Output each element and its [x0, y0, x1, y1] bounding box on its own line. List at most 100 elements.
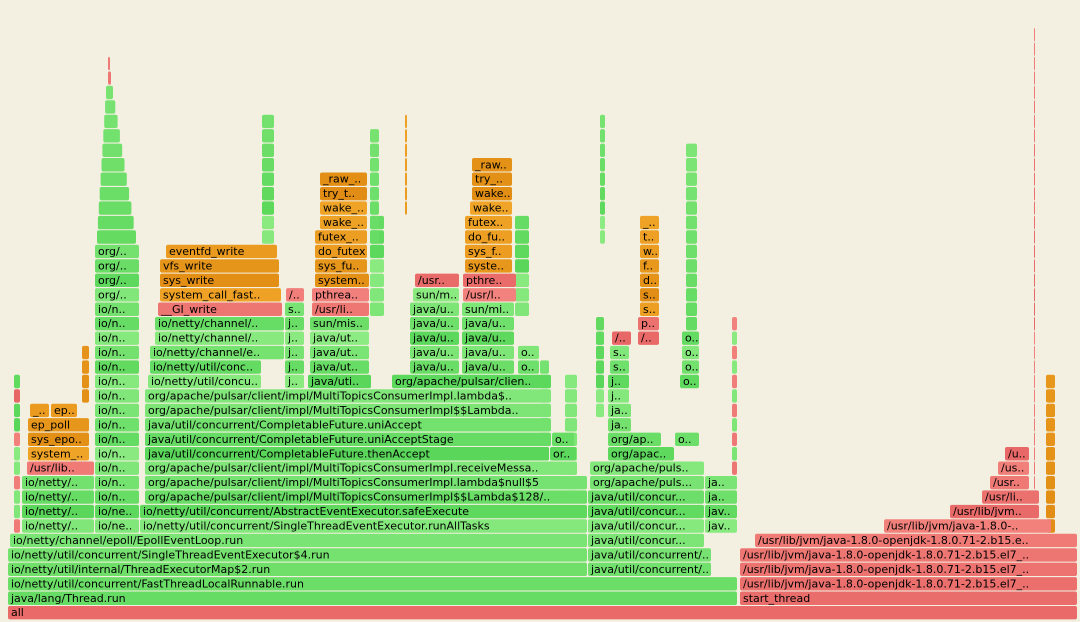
frame[interactable]	[588, 519, 704, 533]
frame[interactable]	[640, 259, 659, 273]
frame[interactable]	[608, 389, 629, 403]
frame[interactable]	[158, 302, 282, 316]
frame[interactable]	[8, 606, 1077, 620]
frame[interactable]	[462, 345, 514, 360]
frame[interactable]	[640, 230, 659, 244]
frame[interactable]	[884, 519, 1051, 533]
frame[interactable]	[95, 259, 139, 273]
frame[interactable]	[610, 345, 629, 360]
frame[interactable]	[1005, 447, 1029, 461]
frame[interactable]	[740, 562, 1077, 577]
frame[interactable]	[95, 403, 139, 418]
frame[interactable]	[608, 447, 674, 461]
frame[interactable]	[145, 389, 551, 403]
frame[interactable]	[588, 533, 704, 548]
frame[interactable]	[95, 302, 139, 316]
frame[interactable]	[552, 432, 574, 446]
frame[interactable]	[95, 461, 139, 475]
frame[interactable]	[590, 475, 704, 490]
frame[interactable]	[462, 360, 514, 374]
frame[interactable]	[95, 345, 139, 360]
frame[interactable]	[462, 331, 514, 345]
frame[interactable]	[315, 273, 369, 288]
frame[interactable]	[95, 374, 139, 389]
frame[interactable]	[320, 215, 367, 230]
frame[interactable]	[740, 577, 1077, 591]
frame[interactable]	[145, 475, 587, 490]
frame[interactable]	[950, 504, 1039, 519]
frame[interactable]	[145, 490, 587, 504]
frame[interactable]	[312, 302, 369, 316]
frame[interactable]	[608, 432, 661, 446]
frame[interactable]	[95, 475, 139, 490]
frame[interactable]	[472, 158, 512, 172]
frame[interactable]	[285, 360, 304, 374]
frame[interactable]	[28, 418, 89, 432]
frame[interactable]	[410, 317, 459, 331]
frame[interactable]	[145, 403, 551, 418]
frame[interactable]	[410, 345, 459, 360]
frame[interactable]	[410, 360, 459, 374]
frame[interactable]	[285, 302, 304, 316]
frame[interactable]	[160, 273, 279, 288]
frame[interactable]	[463, 288, 516, 302]
frame[interactable]	[95, 504, 139, 519]
frame[interactable]	[640, 302, 659, 316]
frame[interactable]	[150, 345, 284, 360]
frame[interactable]	[682, 331, 699, 345]
frame[interactable]	[8, 562, 587, 577]
frame[interactable]	[285, 374, 304, 389]
frame[interactable]	[465, 244, 512, 259]
frame[interactable]	[95, 519, 139, 533]
frame[interactable]	[27, 461, 94, 475]
frame[interactable]	[610, 360, 629, 374]
frame[interactable]	[286, 288, 304, 302]
frame[interactable]	[675, 432, 699, 446]
frame[interactable]	[308, 374, 371, 389]
frame[interactable]	[320, 172, 367, 186]
frame[interactable]	[22, 490, 94, 504]
frame[interactable]	[590, 461, 704, 475]
frame[interactable]	[95, 317, 139, 331]
frame[interactable]	[465, 215, 512, 230]
frame[interactable]	[638, 317, 659, 331]
frame[interactable]	[95, 432, 139, 446]
frame[interactable]	[8, 591, 737, 605]
frame[interactable]	[640, 288, 659, 302]
frame[interactable]	[550, 447, 576, 461]
frame[interactable]	[95, 288, 139, 302]
frame[interactable]	[608, 418, 631, 432]
frame[interactable]	[51, 403, 77, 418]
frame[interactable]	[95, 360, 139, 374]
frame[interactable]	[28, 447, 89, 461]
frame[interactable]	[518, 360, 539, 374]
frame[interactable]	[998, 461, 1029, 475]
frame[interactable]	[415, 273, 459, 288]
frame[interactable]	[705, 490, 737, 504]
frame[interactable]	[755, 533, 1077, 548]
frame[interactable]	[588, 490, 704, 504]
frame[interactable]	[160, 288, 281, 302]
frame[interactable]	[145, 418, 551, 432]
frame[interactable]	[465, 230, 512, 244]
frame[interactable]	[155, 331, 284, 345]
frame[interactable]	[95, 244, 139, 259]
frame[interactable]	[22, 519, 94, 533]
frame[interactable]	[990, 475, 1029, 490]
frame[interactable]	[392, 374, 551, 389]
frame[interactable]	[588, 504, 704, 519]
frame[interactable]	[95, 331, 139, 345]
frame[interactable]	[160, 259, 279, 273]
frame[interactable]	[28, 432, 89, 446]
frame[interactable]	[413, 288, 459, 302]
frame[interactable]	[150, 360, 261, 374]
frame[interactable]	[705, 475, 737, 490]
frame[interactable]	[462, 302, 514, 316]
frame[interactable]	[320, 186, 367, 201]
frame[interactable]	[8, 548, 587, 562]
frame[interactable]	[705, 519, 737, 533]
frame[interactable]	[680, 374, 699, 389]
frame[interactable]	[95, 447, 139, 461]
frame[interactable]	[410, 331, 459, 345]
frame[interactable]	[462, 317, 514, 331]
